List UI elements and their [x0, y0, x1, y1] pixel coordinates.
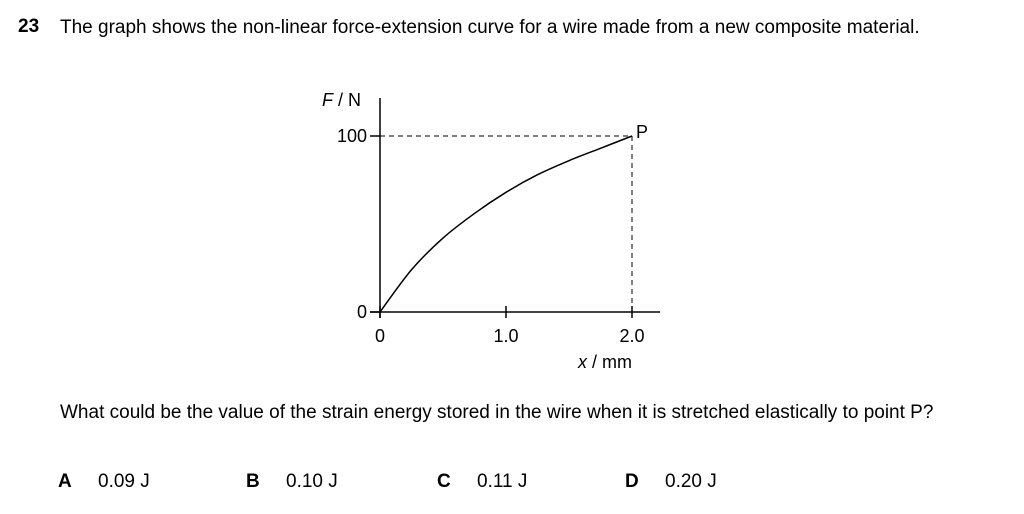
x-tick-label: 0	[375, 326, 385, 346]
dashed-guides	[380, 135, 633, 312]
x-axis-label: x / mm	[577, 352, 632, 372]
option-letter: B	[246, 471, 260, 492]
option-letter: C	[437, 471, 451, 492]
question-prompt: What could be the value of the strain en…	[60, 402, 934, 423]
y-tick-label: 100	[337, 126, 367, 146]
option-b[interactable]: B 0.10 J	[246, 470, 338, 494]
x-tick-label: 1.0	[493, 326, 518, 346]
option-letter: A	[58, 471, 72, 492]
x-tick-label: 2.0	[619, 326, 644, 346]
option-d[interactable]: D 0.20 J	[625, 470, 717, 494]
y-axis-label: F / N	[322, 90, 361, 110]
option-value: 0.10 J	[286, 471, 338, 492]
y-tick-label: 0	[357, 302, 367, 322]
option-value: 0.11 J	[477, 471, 528, 492]
curve-layer	[379, 135, 633, 313]
option-value: 0.20 J	[665, 471, 717, 492]
option-a[interactable]: A 0.09 J	[58, 470, 150, 494]
question-number: 23	[18, 16, 40, 37]
option-value: 0.09 J	[98, 471, 150, 492]
axis-ticks: 0 1.0 2.0 0 100	[337, 126, 645, 346]
point-p-label: P	[636, 122, 648, 142]
force-extension-curve	[379, 135, 633, 313]
option-c[interactable]: C 0.11 J	[437, 470, 527, 494]
option-letter: D	[625, 471, 639, 492]
question-stem: The graph shows the non-linear force-ext…	[60, 17, 920, 38]
force-extension-graph: 0 1.0 2.0 0 100 F / N x / mm P	[322, 90, 660, 372]
